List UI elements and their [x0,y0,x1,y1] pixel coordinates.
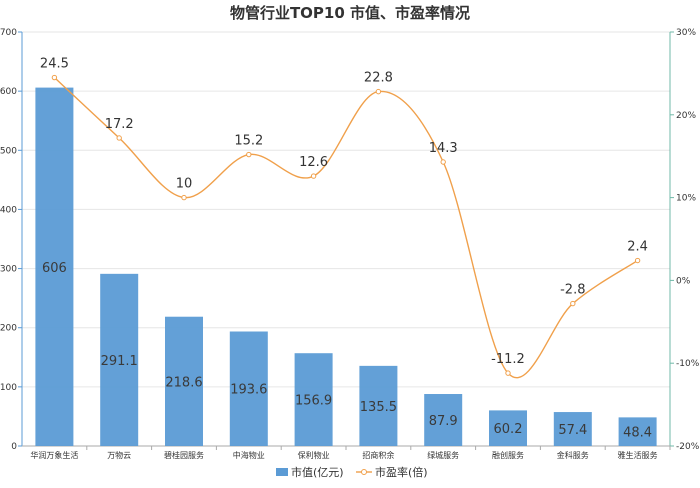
pe-value-label: 2.4 [627,240,648,255]
bar-value-label: 291.1 [101,354,138,369]
pe-point [505,370,511,376]
legend-line-marker [361,469,367,475]
y-left-tick-label: 400 [0,205,17,215]
bar-value-label: 606 [42,261,67,276]
bar-value-label: 57.4 [558,423,587,438]
pe-value-label: 17.2 [105,117,134,132]
legend-bar-label: 市值(亿元) [291,465,344,479]
bar [165,316,203,446]
bar [359,365,398,446]
pe-value-label: 24.5 [40,57,69,72]
y-left-tick-label: 600 [0,87,17,97]
x-tick-label: 雅生活服务 [618,450,658,460]
y-right-tick-label: 10% [676,194,696,204]
x-tick-label: 中海物业 [233,450,265,460]
x-tick-label: 碧桂园服务 [164,450,204,460]
bar [553,412,592,446]
x-tick-label: 融创服务 [492,450,524,460]
pe-point [440,159,446,165]
pe-value-label: 22.8 [364,71,393,86]
y-right-tick-label: 20% [676,111,696,121]
bar-value-label: 218.6 [165,375,202,390]
y-right-tick-label: -10% [676,359,700,369]
y-left-tick-label: 500 [0,146,17,156]
bar [489,410,527,446]
pe-value-label: -11.2 [491,352,525,367]
y-left-tick-label: 300 [0,265,17,275]
pe-value-label: -2.8 [560,283,585,298]
pe-point [634,257,641,264]
bar [618,417,657,446]
y-left-tick-label: 200 [0,324,17,334]
y-left-tick-label: 100 [0,383,17,393]
y-right-tick-label: 0% [676,276,691,286]
bar-value-label: 48.4 [623,426,652,441]
bar [424,394,463,446]
bar-value-label: 60.2 [494,422,523,437]
bar-value-label: 193.6 [230,383,267,398]
bar [100,273,139,446]
chart-title: 物管行业TOP10 市值、市盈率情况 [229,4,471,22]
pe-point [246,151,252,158]
bar [35,87,74,446]
x-tick-label: 华润万象生活 [30,450,78,460]
y-left-tick-label: 700 [0,28,17,38]
pe-point [51,74,58,81]
pe-point [181,194,187,201]
y-right-tick-label: 30% [676,28,696,38]
y-right-tick-label: -20% [676,442,700,452]
y-left-tick-label: 0 [11,442,17,452]
bar-value-label: 87.9 [429,414,458,429]
pe-point [116,135,122,141]
bar [294,353,333,446]
x-tick-label: 招商积余 [362,450,394,460]
pe-point [310,173,317,179]
pe-point [570,300,576,307]
pe-value-label: 15.2 [234,134,263,149]
pe-value-label: 14.3 [429,141,458,156]
legend-bar-swatch [276,468,288,476]
bar [229,331,268,446]
legend-line-label: 市盈率(倍) [375,465,428,479]
bar-value-label: 156.9 [295,394,332,409]
pe-line [53,77,638,379]
bar-value-label: 135.5 [360,400,397,415]
pe-value-label: 10 [176,177,193,192]
pe-value-label: 12.6 [299,155,328,170]
x-tick-label: 绿城服务 [427,450,459,460]
x-tick-label: 万物云 [107,450,131,460]
x-tick-label: 金科服务 [557,450,589,460]
x-tick-label: 保利物业 [298,450,330,460]
pe-point [375,88,382,95]
